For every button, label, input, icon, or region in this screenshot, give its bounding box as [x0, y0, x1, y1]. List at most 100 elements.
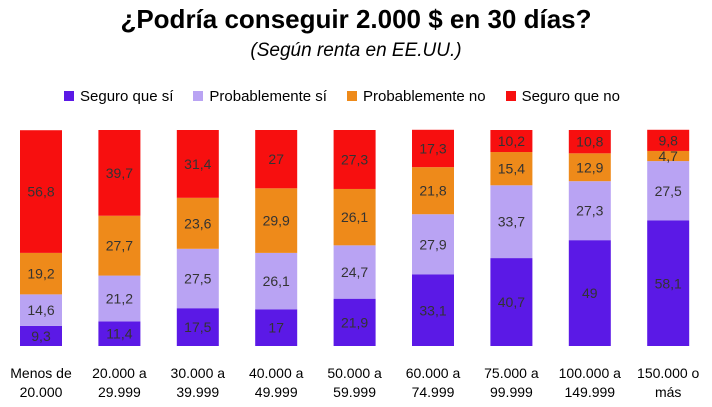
- data-label: 58,1: [655, 275, 682, 291]
- category-label-line: más: [655, 384, 681, 400]
- bar-segment: [568, 153, 611, 182]
- bar-segment: [98, 321, 141, 346]
- category-label: 150.000 o más: [637, 365, 699, 400]
- bar-segment: [176, 197, 219, 249]
- chart-title: ¿Podría conseguir 2.000 $ en 30 días?: [120, 4, 592, 34]
- category-label-line: 75.000 a: [484, 365, 539, 381]
- data-label: 11,4: [106, 326, 132, 342]
- bar-segment: [568, 181, 611, 241]
- legend-label: Probablemente no: [362, 87, 486, 105]
- bar-segment: [255, 309, 298, 346]
- bar-segment: [490, 130, 533, 153]
- data-label: 27,9: [419, 236, 446, 252]
- data-label: 56,8: [27, 184, 54, 200]
- bar-segment: [333, 188, 376, 246]
- category-label-line: 50.000 a: [327, 365, 382, 381]
- bar-stack: 9,3 14,6 19,2 56,8: [20, 130, 62, 346]
- bar-stack: 17 26,1 29,9 27: [255, 130, 298, 346]
- category-label-line: 40.000 a: [249, 365, 304, 381]
- bar-segment: [490, 185, 533, 259]
- data-label: 21,8: [419, 183, 446, 199]
- data-label: 33,7: [498, 214, 525, 230]
- data-label: 39,7: [106, 165, 133, 181]
- category-label-line: Menos de: [10, 365, 72, 381]
- category-label-line: 150.000 o: [637, 365, 699, 381]
- category-label-line: 30.000 a: [171, 365, 226, 381]
- bar-segment: [412, 129, 454, 168]
- bar-segment: [333, 130, 376, 189]
- data-label: 26,1: [341, 209, 368, 225]
- data-label: 17,3: [419, 140, 446, 156]
- bar-stack: 21,9 24,7 26,1 27,3: [333, 130, 376, 346]
- legend-item-probablemente-si: Probablemente sí: [193, 88, 327, 105]
- category-label-line: 149.999: [564, 384, 615, 400]
- data-label: 10,8: [576, 134, 603, 150]
- bar-segment: [20, 294, 62, 326]
- bar-segment: [20, 252, 62, 295]
- category-label: 60.000 a 74.999: [406, 365, 461, 400]
- bar-segment: [412, 274, 454, 346]
- category-label-line: 39.999: [176, 384, 219, 400]
- data-label: 17,5: [184, 319, 211, 335]
- category-label: 40.000 a 49.999: [249, 365, 304, 400]
- bar-segment: [98, 215, 141, 276]
- category-label-line: 29.999: [98, 384, 141, 400]
- legend-swatch: [64, 91, 74, 101]
- data-label: 17: [268, 320, 284, 336]
- data-label: 23,6: [184, 215, 211, 231]
- data-label: 24,7: [341, 264, 368, 280]
- bar-segment: [255, 252, 298, 310]
- bar-segment: [490, 258, 533, 346]
- bar-segment: [490, 152, 533, 186]
- bar-segment: [333, 245, 376, 299]
- bar-stack: 58,1 27,5 4,79,8: [647, 129, 690, 346]
- category-label-line: 60.000 a: [406, 365, 461, 381]
- category-label: 20.000 a 29.999: [92, 365, 147, 400]
- legend-swatch: [346, 91, 357, 101]
- data-label: 14,6: [27, 302, 54, 318]
- data-label: 27,3: [341, 151, 368, 167]
- data-label: 4,7: [658, 148, 678, 164]
- data-label: 27,5: [655, 183, 682, 199]
- bar-segment: [255, 130, 298, 189]
- bar-segment: [647, 150, 690, 162]
- data-label: 49: [582, 285, 598, 301]
- bar-stack: 11,4 21,2 27,7 39,7: [98, 130, 141, 346]
- category-label-line: 20.000: [20, 384, 63, 400]
- data-label: 9,8: [658, 132, 678, 148]
- bar-segment: [98, 130, 141, 216]
- chart-subtitle: (Según renta en EE.UU.): [250, 40, 462, 61]
- bar-segment: [176, 248, 219, 309]
- bar-segment: [568, 240, 611, 346]
- category-label: 100.000 a 149.999: [559, 365, 621, 400]
- category-label-line: 100.000 a: [559, 365, 621, 381]
- data-label: 10,2: [498, 133, 525, 149]
- data-label: 31,4: [184, 156, 211, 172]
- bar-segment: [20, 130, 62, 253]
- bar-stack: 17,5 27,5 23,6 31,4: [176, 130, 219, 346]
- legend-swatch: [505, 91, 516, 101]
- bar-segment: [176, 308, 219, 346]
- category-label: 75.000 a 99.999: [484, 365, 539, 400]
- data-label: 19,2: [27, 266, 54, 282]
- data-label: 40,7: [498, 294, 525, 310]
- bar-segment: [412, 167, 454, 215]
- data-label: 33,1: [419, 302, 446, 318]
- category-label-line: 74.999: [412, 384, 455, 400]
- data-label: 12,9: [576, 159, 603, 175]
- data-label: 9,3: [31, 328, 51, 344]
- data-label: 27,3: [576, 203, 603, 219]
- legend-label: Probablemente sí: [209, 87, 327, 105]
- bar-stack: 33,1 27,9 21,8 17,3: [412, 129, 454, 346]
- bar-segment: [647, 129, 690, 151]
- data-label: 21,9: [341, 314, 368, 330]
- bar-segment: [412, 214, 454, 275]
- category-label-line: 20.000 a: [92, 365, 147, 381]
- data-label: 26,1: [263, 273, 290, 289]
- data-label: 29,9: [263, 213, 290, 229]
- legend-item-probablemente-no: Probablemente no: [346, 87, 486, 105]
- category-label-line: 49.999: [255, 384, 298, 400]
- category-label: Menos de 20.000: [10, 365, 72, 400]
- bar-segment: [333, 298, 376, 346]
